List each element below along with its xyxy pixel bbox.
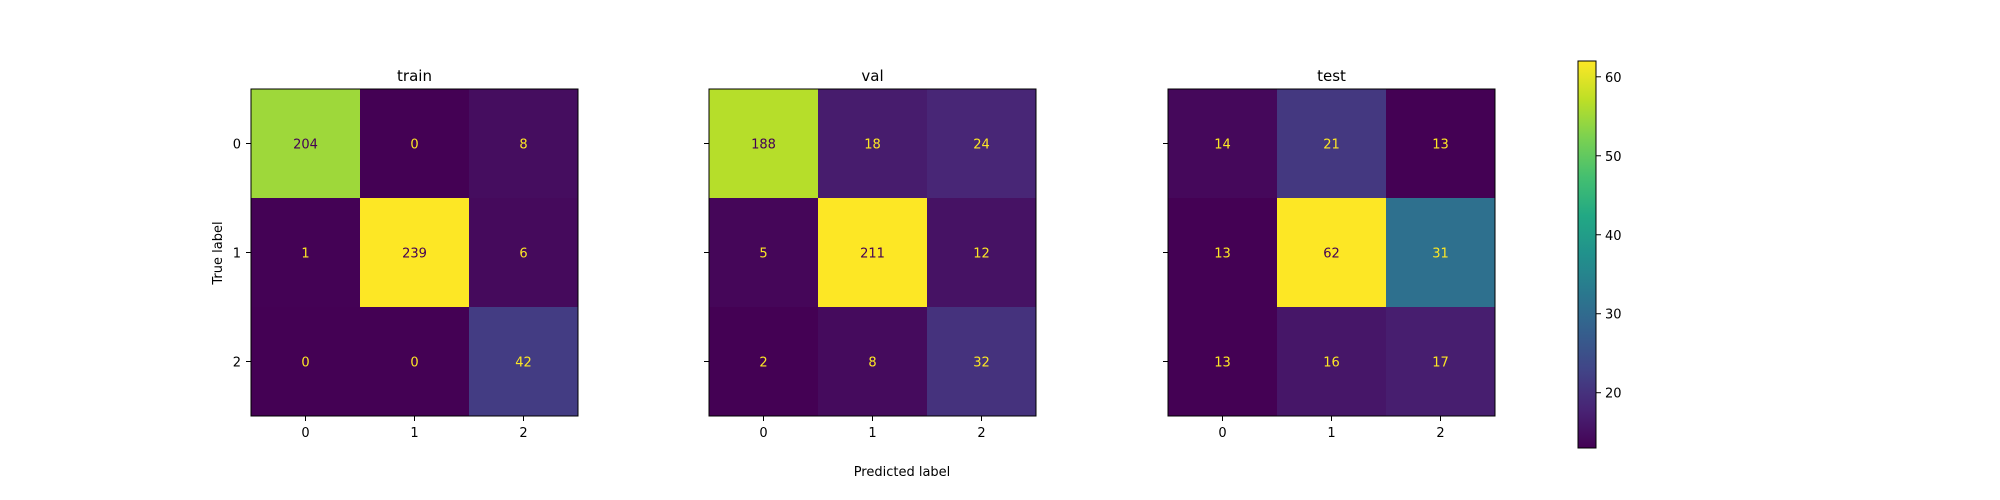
cell-value-label: 0: [410, 138, 418, 153]
matrix-cell: [709, 198, 818, 307]
panel-test: test 14 21 13 13 62 31 13 16 17 0 1 2: [1163, 67, 1496, 441]
matrix-cell: [1168, 307, 1277, 416]
cell-value-label: 13: [1214, 247, 1231, 262]
cell-value-label: 31: [1432, 247, 1449, 262]
matrix-cell: [1386, 198, 1495, 307]
cell-value-label: 204: [293, 138, 318, 153]
matrix-cell: [1168, 198, 1277, 307]
cell-value-label: 6: [519, 247, 527, 262]
matrix-cell: [927, 198, 1036, 307]
panel-title: val: [861, 67, 883, 85]
matrix-cell: [709, 89, 818, 198]
matrix-cell: [360, 89, 469, 198]
matrix-cell: [251, 89, 360, 198]
panel-title: train: [397, 67, 432, 85]
y-axis-label: True label: [211, 221, 226, 285]
cell-value-label: 18: [864, 138, 881, 153]
panel-train: train 204 0 8 1 239 6 0 0 42 0 0 1 1 2 2: [233, 67, 579, 441]
cell-value-label: 42: [515, 356, 532, 371]
colorbar-tick-label: 40: [1605, 229, 1622, 244]
y-tick-label: 0: [233, 138, 241, 153]
matrix-cell: [1277, 307, 1386, 416]
cell-value-label: 188: [751, 138, 776, 153]
cell-value-label: 2: [759, 356, 767, 371]
cell-value-label: 13: [1214, 356, 1231, 371]
matrix-cell: [1386, 307, 1495, 416]
cell-value-label: 0: [301, 356, 309, 371]
matrix-cell: [818, 198, 927, 307]
colorbar-tick-label: 30: [1605, 308, 1622, 323]
matrix-cell: [469, 198, 578, 307]
x-axis-label: Predicted label: [854, 465, 951, 480]
cell-value-label: 5: [759, 247, 767, 262]
cell-value-label: 13: [1432, 138, 1449, 153]
x-tick-label: 1: [410, 426, 418, 441]
panel-title: test: [1317, 67, 1346, 85]
matrix-cell: [469, 307, 578, 416]
matrix-cell: [1168, 89, 1277, 198]
matrix-cell: [709, 307, 818, 416]
cell-value-label: 14: [1214, 138, 1231, 153]
x-tick-label: 0: [301, 426, 309, 441]
colorbar-tick-label: 60: [1605, 71, 1622, 86]
x-tick-label: 2: [1436, 426, 1444, 441]
cell-value-label: 0: [410, 356, 418, 371]
cell-value-label: 8: [519, 138, 527, 153]
colorbar-tick-label: 50: [1605, 150, 1622, 165]
matrix-cell: [360, 198, 469, 307]
cell-value-label: 16: [1323, 356, 1340, 371]
matrix-cell: [1386, 89, 1495, 198]
cell-value-label: 62: [1323, 247, 1340, 262]
cell-value-label: 239: [402, 247, 427, 262]
cell-value-label: 8: [868, 356, 876, 371]
x-tick-label: 1: [1327, 426, 1335, 441]
matrix-cell: [927, 307, 1036, 416]
x-tick-label: 1: [868, 426, 876, 441]
cell-value-label: 24: [973, 138, 990, 153]
cell-value-label: 21: [1323, 138, 1340, 153]
x-tick-label: 2: [977, 426, 985, 441]
matrix-cell: [251, 198, 360, 307]
matrix-cell: [251, 307, 360, 416]
matrix-cell: [1277, 198, 1386, 307]
matrix-cell: [818, 307, 927, 416]
colorbar-tick-label: 20: [1605, 387, 1622, 402]
matrix-cell: [927, 89, 1036, 198]
cell-value-label: 32: [973, 356, 990, 371]
matrix-cell: [469, 89, 578, 198]
matrix-cell: [818, 89, 927, 198]
cell-value-label: 1: [301, 247, 309, 262]
cell-value-label: 17: [1432, 356, 1449, 371]
matrix-cell: [360, 307, 469, 416]
colorbar: 20 30 40 50 60: [1577, 60, 1622, 449]
x-tick-label: 0: [1218, 426, 1226, 441]
cell-value-label: 211: [860, 247, 885, 262]
y-tick-label: 1: [233, 247, 241, 262]
x-tick-label: 2: [519, 426, 527, 441]
matrix-cell: [1277, 89, 1386, 198]
y-tick-label: 2: [233, 356, 241, 371]
colorbar-gradient: [1577, 60, 1597, 449]
x-tick-label: 0: [759, 426, 767, 441]
cell-value-label: 12: [973, 247, 990, 262]
